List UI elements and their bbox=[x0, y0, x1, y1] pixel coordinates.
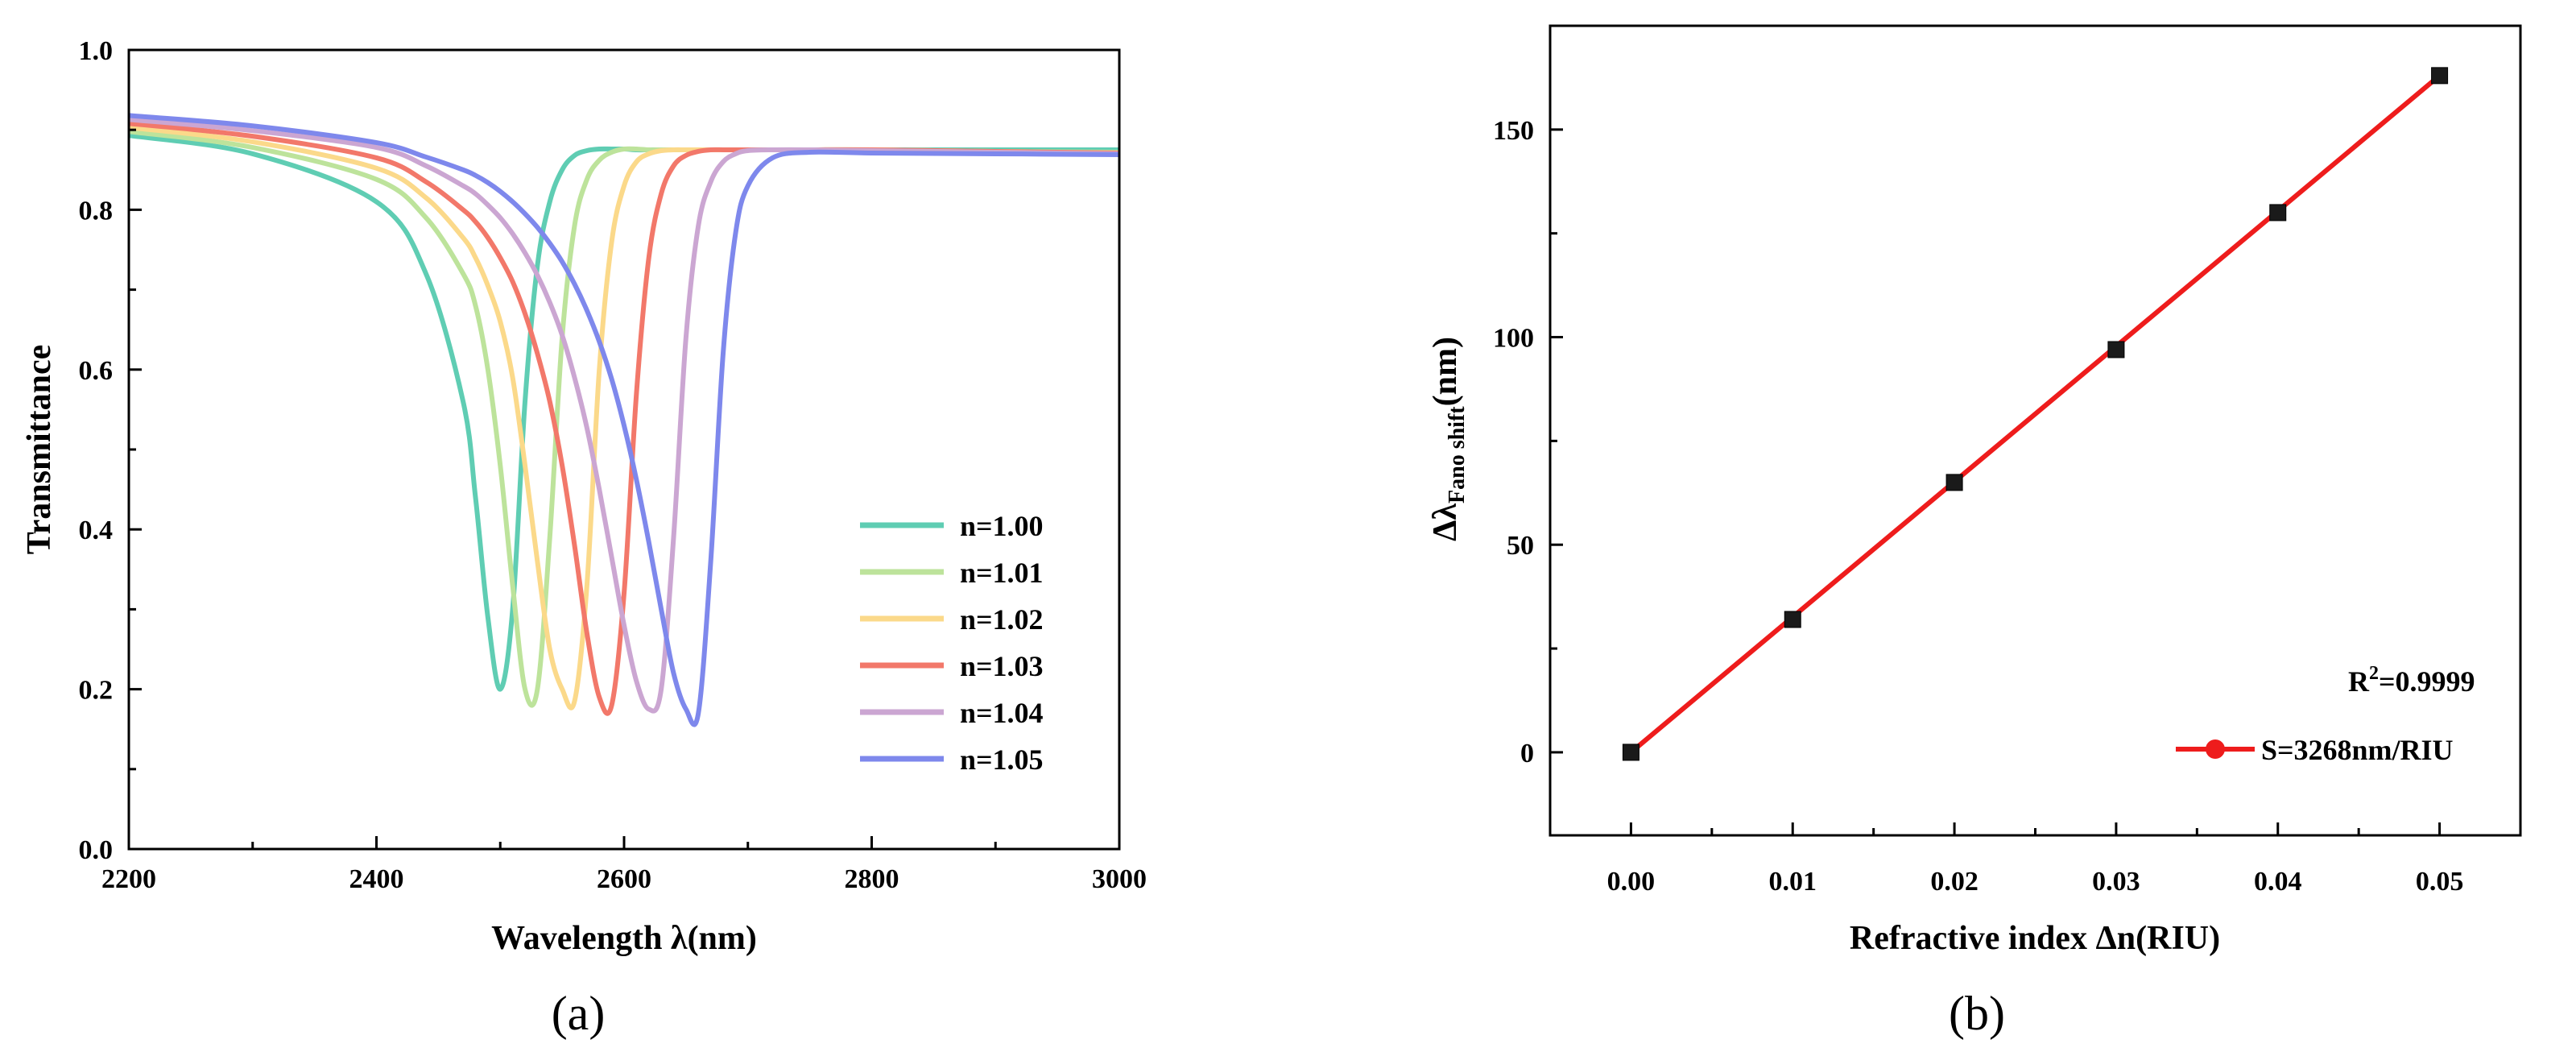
panel-b-y-tick-label: 50 bbox=[1507, 531, 1534, 561]
panel-b-x-ticks: 0.00 0.01 0.02 0.03 0.04 0.05 bbox=[1607, 822, 2464, 897]
panel-b-axes-frame bbox=[1548, 24, 2522, 837]
r-squared-superscript: 2 bbox=[2369, 663, 2379, 684]
panel-b-legend-label: S=3268nm/RIU bbox=[2261, 734, 2454, 766]
panel-b-x-tick-label: 0.02 bbox=[1930, 867, 1979, 897]
panel-a-y-tick-label: 0.4 bbox=[79, 516, 114, 545]
panel-a-legend-label: n=1.05 bbox=[960, 744, 1044, 776]
panel-a: 2200 2400 2600 2800 3000 0.00.20.40.60.81.0 … bbox=[21, 36, 1147, 1040]
panel-b-fit-line bbox=[1629, 73, 2442, 755]
panel-a-y-axis-label: Transmittance bbox=[21, 345, 58, 555]
panel-a-y-tick-label: 0.0 bbox=[79, 835, 114, 865]
panel-b-data-point bbox=[1945, 474, 1963, 491]
panel-b-x-tick-label: 0.05 bbox=[2416, 867, 2464, 897]
panel-a-x-tick-label: 2200 bbox=[101, 864, 156, 894]
panel-b-y-tick-label: 0 bbox=[1520, 739, 1534, 768]
panel-a-y-tick-label: 0.2 bbox=[79, 676, 114, 706]
panel-a-x-ticks: 2200 2400 2600 2800 3000 bbox=[101, 836, 1147, 894]
panel-a-legend-label: n=1.01 bbox=[960, 557, 1044, 589]
panel-b-data-point bbox=[1784, 611, 1801, 628]
panel-b-r-squared-annotation: R2=0.9999 bbox=[2348, 663, 2475, 698]
panel-a-series-line-5 bbox=[129, 113, 1119, 727]
panel-b-x-tick-label: 0.01 bbox=[1769, 867, 1817, 897]
r-squared-value: =0.9999 bbox=[2379, 665, 2475, 698]
panel-b-data-point bbox=[2431, 67, 2449, 85]
panel-a-axes-frame bbox=[127, 48, 1121, 851]
panel-b-y-axis-label: ΔλFano shift(nm) bbox=[1427, 337, 1470, 541]
panel-b-y-label-main: Δλ bbox=[1427, 503, 1464, 541]
panel-a-y-tick-label: 0.8 bbox=[79, 196, 114, 226]
panel-b-legend-swatch-marker bbox=[2206, 739, 2225, 759]
panel-a-x-tick-label: 2800 bbox=[845, 864, 899, 894]
r-squared-base: R bbox=[2348, 665, 2370, 698]
panel-a-legend-label: n=1.02 bbox=[960, 603, 1044, 636]
panel-b-y-tick-label: 150 bbox=[1493, 116, 1534, 146]
panel-a-y-tick-label: 1.0 bbox=[79, 36, 114, 66]
panel-a-x-tick-label: 2600 bbox=[597, 864, 651, 894]
panel-b-x-tick-label: 0.04 bbox=[2254, 867, 2302, 897]
panel-a-plot-lines bbox=[129, 113, 1119, 727]
panel-b-y-tick-label: 100 bbox=[1493, 324, 1534, 354]
panel-a-legend-label: n=1.04 bbox=[960, 697, 1044, 729]
panel-a-x-tick-label: 2400 bbox=[349, 864, 404, 894]
panel-a-legend-label: n=1.03 bbox=[960, 650, 1044, 682]
panel-b-y-ticks: 0 50 100 150 bbox=[1493, 116, 1563, 768]
panel-b-data-point bbox=[2269, 204, 2287, 222]
panel-b-plot-area bbox=[1622, 67, 2449, 761]
panel-b-x-tick-label: 0.00 bbox=[1607, 867, 1656, 897]
panel-a-x-axis-label: Wavelength λ(nm) bbox=[491, 920, 757, 957]
panel-b-y-label-subscript: Fano shift bbox=[1445, 406, 1470, 503]
panel-b-x-tick-label: 0.03 bbox=[2092, 867, 2140, 897]
panel-b-label: (b) bbox=[1949, 987, 2005, 1040]
panel-b-data-point bbox=[1622, 744, 1639, 761]
panel-b: 0.00 0.01 0.02 0.03 0.04 0.05 0 50 100 150 Refra… bbox=[1427, 24, 2522, 1040]
panel-a-legend: n=1.00 n=1.01 n=1.02 n=1.03 n=1.04 n=1.05 bbox=[860, 510, 1044, 776]
panel-b-legend: S=3268nm/RIU bbox=[2176, 734, 2454, 766]
panel-a-y-tick-label: 0.6 bbox=[79, 356, 114, 386]
panel-a-series-line-4 bbox=[129, 117, 1119, 714]
panel-b-x-axis-label: Refractive index Δn(RIU) bbox=[1850, 920, 2220, 957]
panel-b-y-label-suffix: (nm) bbox=[1427, 337, 1464, 406]
panel-a-label: (a) bbox=[552, 987, 606, 1040]
panel-a-y-ticks: 0.0 0.2 0.4 0.6 0.8 1.0 bbox=[79, 36, 142, 865]
panel-b-data-point bbox=[2107, 341, 2125, 358]
panel-a-legend-label: n=1.00 bbox=[960, 510, 1044, 542]
panel-a-x-tick-label: 3000 bbox=[1092, 864, 1147, 894]
